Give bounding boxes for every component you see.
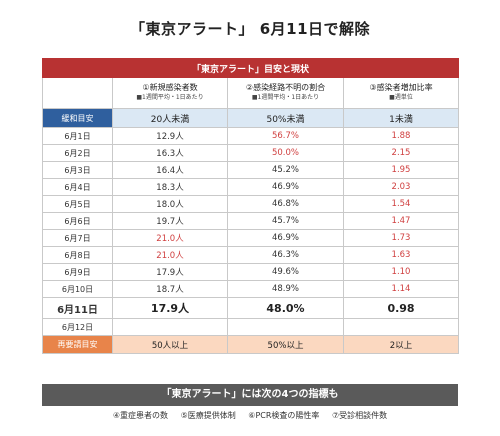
standard-row: 緩和目安 20人未満 50%未満 1未満: [42, 108, 460, 128]
requirement-value-2: 50%以上: [227, 335, 344, 354]
footer-items: ④重症患者の数 ⑤医療提供体制 ⑥PCR検査の陽性率 ⑦受診相談件数: [42, 410, 458, 421]
row-value-3: 1.47: [342, 212, 460, 230]
row-value-2: 48.9%: [227, 280, 344, 298]
table-row: 6月5日 18.0人 46.8% 1.54: [42, 195, 460, 213]
row-date: 6月9日: [42, 263, 113, 281]
blank-cell-3: [342, 318, 460, 336]
current-row: 6月11日 17.9人 48.0% 0.98: [42, 297, 460, 319]
current-value-1: 17.9人: [112, 297, 228, 319]
row-date: 6月7日: [42, 229, 113, 247]
alert-table-container: 「東京アラート」目安と現状 ①新規感染者数 ■1週間平均・1日あたり ②感染経路…: [41, 58, 460, 354]
row-value-1: 19.7人: [112, 212, 228, 230]
blank-cell-1: [112, 318, 228, 336]
table-row: 6月10日 18.7人 48.9% 1.14: [42, 280, 460, 298]
row-value-3: 1.73: [342, 229, 460, 247]
table-row: 6月3日 16.4人 45.2% 1.95: [42, 161, 460, 179]
table-row: 6月8日 21.0人 46.3% 1.63: [42, 246, 460, 264]
header-unknown-route-label: ②感染経路不明の割合: [245, 83, 326, 92]
row-value-2: 46.9%: [227, 178, 344, 196]
header-increase-ratio-label: ③感染者増加比率: [369, 83, 433, 92]
blank-row: 6月12日: [42, 318, 460, 336]
row-value-2: 46.9%: [227, 229, 344, 247]
requirement-row: 再要請目安 50人以上 50%以上 2以上: [42, 335, 460, 354]
row-value-1: 21.0人: [112, 246, 228, 264]
current-value-3: 0.98: [342, 297, 460, 319]
header-unknown-route-sub: ■1週間平均・1日あたり: [251, 94, 320, 101]
row-value-2: 45.2%: [227, 161, 344, 179]
row-date: 6月10日: [42, 280, 113, 298]
standard-value-2: 50%未満: [227, 108, 344, 128]
table-row: 6月9日 17.9人 49.6% 1.10: [42, 263, 460, 281]
row-value-3: 2.15: [342, 144, 460, 162]
row-value-2: 49.6%: [227, 263, 344, 281]
row-date: 6月8日: [42, 246, 113, 264]
row-value-3: 1.54: [342, 195, 460, 213]
header-new-cases-sub: ■1週間平均・1日あたり: [136, 94, 204, 101]
footer-bar: 「東京アラート」には次の4つの指標も: [42, 384, 458, 406]
row-value-3: 1.10: [342, 263, 460, 281]
row-value-3: 1.88: [342, 127, 460, 145]
row-value-1: 17.9人: [112, 263, 228, 281]
alert-table: 「東京アラート」目安と現状 ①新規感染者数 ■1週間平均・1日あたり ②感染経路…: [41, 58, 460, 354]
requirement-value-1: 50人以上: [112, 335, 228, 354]
row-value-3: 1.14: [342, 280, 460, 298]
row-value-3: 2.03: [342, 178, 460, 196]
row-date: 6月3日: [42, 161, 113, 179]
page-title: 「東京アラート」 6月11日で解除: [129, 20, 371, 38]
header-new-cases: ①新規感染者数 ■1週間平均・1日あたり: [112, 77, 228, 109]
footer-item: ⑥PCR検査の陽性率: [248, 411, 320, 420]
row-value-2: 46.3%: [227, 246, 344, 264]
table-row: 6月4日 18.3人 46.9% 2.03: [42, 178, 460, 196]
table-row: 6月6日 19.7人 45.7% 1.47: [42, 212, 460, 230]
row-value-1: 21.0人: [112, 229, 228, 247]
footer-item: ⑤医療提供体制: [180, 411, 236, 420]
row-date: 6月6日: [42, 212, 113, 230]
header-increase-ratio-sub: ■週単位: [389, 94, 413, 101]
row-value-1: 16.3人: [112, 144, 228, 162]
header-unknown-route: ②感染経路不明の割合 ■1週間平均・1日あたり: [227, 77, 344, 109]
row-value-1: 18.0人: [112, 195, 228, 213]
row-value-3: 1.95: [342, 161, 460, 179]
row-date: 6月1日: [42, 127, 113, 145]
row-value-2: 46.8%: [227, 195, 344, 213]
standard-value-1: 20人未満: [112, 108, 228, 128]
row-date: 6月5日: [42, 195, 113, 213]
current-date: 6月11日: [42, 297, 113, 319]
row-date: 6月4日: [42, 178, 113, 196]
row-value-3: 1.63: [342, 246, 460, 264]
row-value-1: 18.7人: [112, 280, 228, 298]
row-value-1: 18.3人: [112, 178, 228, 196]
standard-value-3: 1未満: [342, 108, 460, 128]
blank-cell-2: [227, 318, 344, 336]
footer-item: ④重症患者の数: [112, 411, 169, 420]
requirement-label: 再要請目安: [42, 335, 113, 354]
blank-date: 6月12日: [42, 318, 113, 336]
table-row: 6月1日 12.9人 56.7% 1.88: [42, 127, 460, 145]
header-increase-ratio: ③感染者増加比率 ■週単位: [342, 77, 460, 109]
header-corner: [42, 77, 113, 109]
row-value-2: 45.7%: [227, 212, 344, 230]
table-row: 6月7日 21.0人 46.9% 1.73: [42, 229, 460, 247]
table-caption: 「東京アラート」目安と現状: [41, 58, 460, 78]
table-row: 6月2日 16.3人 50.0% 2.15: [42, 144, 460, 162]
standard-label: 緩和目安: [42, 108, 113, 128]
row-date: 6月2日: [42, 144, 113, 162]
header-new-cases-label: ①新規感染者数: [142, 83, 198, 92]
requirement-value-3: 2以上: [342, 335, 460, 354]
row-value-2: 56.7%: [227, 127, 344, 145]
row-value-2: 50.0%: [227, 144, 344, 162]
current-value-2: 48.0%: [227, 297, 344, 319]
row-value-1: 16.4人: [112, 161, 228, 179]
footer-item: ⑦受診相談件数: [331, 411, 388, 420]
row-value-1: 12.9人: [112, 127, 228, 145]
